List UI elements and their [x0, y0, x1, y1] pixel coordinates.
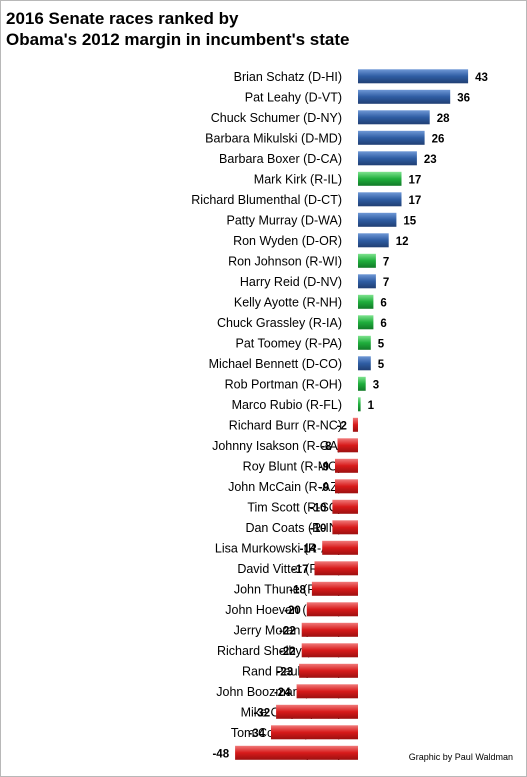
chart-title-line-1: 2016 Senate races ranked by [6, 9, 239, 28]
bar [335, 458, 358, 473]
bar [296, 684, 358, 699]
bar [301, 643, 358, 658]
category-label: Richard Burr (R-NC) [229, 418, 342, 432]
category-label: Richard Blumenthal (D-CT) [191, 193, 342, 207]
value-label: -22 [279, 625, 296, 637]
category-label: Chuck Grassley (R-IA) [217, 316, 342, 330]
category-label: Chuck Schumer (D-NY) [211, 111, 342, 125]
bar [358, 110, 430, 125]
value-label: 26 [432, 133, 445, 145]
category-label: Mark Kirk (R-IL) [254, 172, 342, 186]
value-label: -22 [279, 646, 296, 658]
bar [299, 663, 358, 678]
value-label: -32 [253, 707, 270, 719]
bar [358, 212, 397, 227]
bar [358, 294, 374, 309]
category-label: Dan Coats (R-IN) [245, 521, 342, 535]
bar [358, 233, 389, 248]
value-label: 3 [373, 379, 379, 391]
bar [358, 253, 376, 268]
bar [358, 335, 371, 350]
value-label: -9 [319, 461, 329, 473]
bar [352, 417, 358, 432]
value-label: -8 [321, 441, 332, 453]
bar [332, 520, 358, 535]
value-label: -48 [212, 748, 229, 760]
bar [337, 438, 358, 453]
category-label: Pat Leahy (D-VT) [245, 90, 342, 104]
value-label: 1 [368, 400, 375, 412]
bar [358, 356, 371, 371]
bar [271, 725, 358, 740]
category-label: Brian Schatz (D-HI) [234, 70, 342, 84]
category-label: Lisa Murkowski (R-AK) [215, 541, 342, 555]
bar [358, 274, 376, 289]
bar [358, 315, 374, 330]
bar [306, 602, 358, 617]
bar [358, 376, 366, 391]
value-label: 5 [378, 359, 385, 371]
value-label: -10 [310, 502, 327, 514]
bar [358, 192, 402, 207]
bar [358, 171, 402, 186]
value-label: 12 [396, 236, 409, 248]
value-label: 6 [380, 297, 386, 309]
chart-title: 2016 Senate races ranked by Obama's 2012… [6, 8, 506, 50]
category-label: Rob Portman (R-OH) [225, 377, 342, 391]
category-label: Barbara Boxer (D-CA) [219, 152, 342, 166]
value-label: 15 [403, 215, 416, 227]
chart-title-line-2: Obama's 2012 margin in incumbent's state [6, 30, 350, 49]
category-label: Patty Murray (D-WA) [226, 213, 342, 227]
value-label: -24 [274, 687, 291, 699]
category-label: Barbara Mikulski (D-MD) [205, 131, 342, 145]
value-label: 43 [475, 72, 488, 84]
value-label: 17 [409, 195, 422, 207]
credit-text: Graphic by Paul Waldman [408, 752, 513, 762]
value-label: -34 [248, 728, 265, 740]
bar [235, 745, 358, 760]
bar [358, 397, 361, 412]
bar [358, 89, 451, 104]
value-label: -18 [289, 584, 306, 596]
value-label: -23 [276, 666, 293, 678]
bar [358, 151, 417, 166]
category-label: Johnny Isakson (R-GA) [212, 439, 342, 453]
category-label: John McCain (R-AZ) [228, 480, 342, 494]
bar [335, 479, 358, 494]
bar [358, 69, 469, 84]
value-label: 7 [383, 277, 389, 289]
category-label: Kelly Ayotte (R-NH) [234, 295, 342, 309]
category-label: Roy Blunt (R-MO) [243, 459, 342, 473]
value-label: -17 [292, 564, 309, 576]
category-label: Ron Johnson (R-WI) [228, 254, 342, 268]
value-label: -14 [300, 543, 317, 555]
value-label: 7 [383, 256, 389, 268]
category-label: Harry Reid (D-NV) [240, 275, 342, 289]
category-label: Tim Scott (R-SC) [247, 500, 342, 514]
value-label: -10 [310, 523, 327, 535]
bar [276, 704, 358, 719]
category-label: Pat Toomey (R-PA) [235, 336, 342, 350]
value-label: -20 [284, 605, 301, 617]
value-label: 36 [457, 92, 470, 104]
category-label: Michael Bennett (D-CO) [209, 357, 342, 371]
bar [301, 622, 358, 637]
value-label: -9 [319, 482, 329, 494]
bar [314, 561, 358, 576]
category-label: Marco Rubio (R-FL) [232, 398, 342, 412]
category-label: Ron Wyden (D-OR) [233, 234, 342, 248]
value-label: 28 [437, 113, 450, 125]
value-label: 6 [380, 318, 386, 330]
value-label: -2 [337, 420, 347, 432]
bar [332, 499, 358, 514]
value-label: 23 [424, 154, 437, 166]
bar [358, 130, 425, 145]
value-label: 5 [378, 338, 385, 350]
value-label: 17 [409, 174, 422, 186]
bar [322, 540, 358, 555]
bar [311, 581, 358, 596]
